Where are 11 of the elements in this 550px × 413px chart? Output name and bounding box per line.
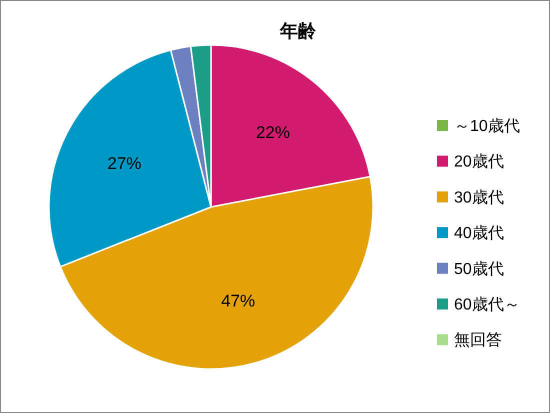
data-label: 27% <box>107 154 142 173</box>
legend-label: 40歳代 <box>454 224 504 242</box>
legend-label: 60歳代～ <box>454 296 520 314</box>
legend-label: 20歳代 <box>454 152 504 171</box>
chart-title: 年齢 <box>279 21 317 41</box>
legend-label: 50歳代 <box>454 260 504 278</box>
legend-label: ～10歳代 <box>454 117 520 135</box>
legend-label: 無回答 <box>454 332 502 350</box>
data-label: 47% <box>221 291 256 310</box>
legend-label: 30歳代 <box>454 188 504 206</box>
data-label: 22% <box>256 123 290 142</box>
